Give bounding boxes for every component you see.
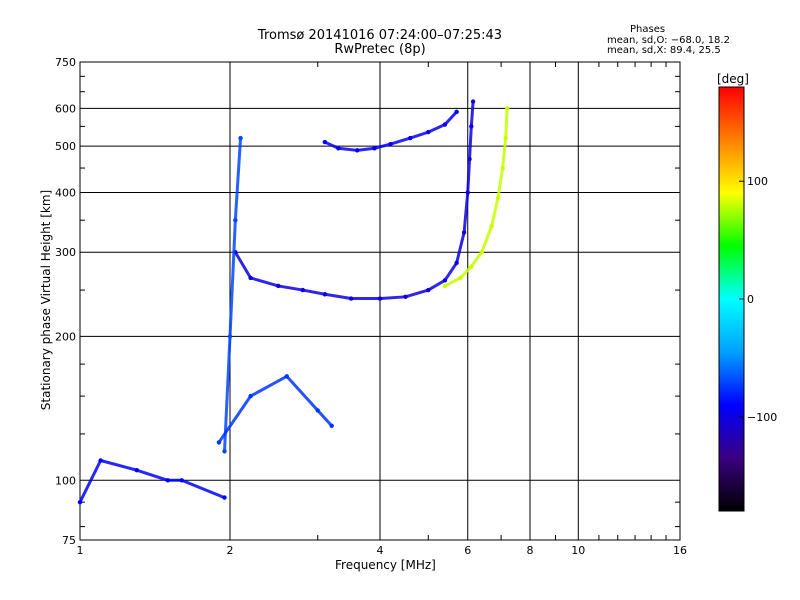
trace-point	[442, 283, 448, 289]
trace-point	[315, 408, 320, 413]
y-tick-label: 400	[55, 186, 76, 199]
trace-point	[222, 449, 227, 454]
trace-line	[78, 458, 227, 504]
trace-point	[134, 467, 139, 473]
chart-title: Tromsø 20141016 07:24:00–07:25:43	[257, 28, 503, 43]
trace-point	[504, 106, 510, 111]
trace-point	[442, 122, 448, 127]
trace-point	[222, 495, 227, 500]
trace-point	[469, 264, 474, 269]
trace-line	[233, 100, 475, 301]
trace-point	[470, 99, 476, 104]
y-tick-label: 500	[55, 140, 76, 153]
trace-point	[495, 195, 501, 200]
y-tick-label: 300	[55, 246, 76, 259]
y-axis-label: Stationary phase Virtual Height [km]	[39, 189, 53, 411]
y-tick-label: 100	[55, 474, 76, 487]
stats-x-mode: mean, sd,X: 89.4, 25.5	[607, 45, 721, 56]
trace-point	[322, 292, 328, 297]
trace-point	[408, 135, 413, 141]
trace-point	[469, 124, 474, 129]
trace-point	[179, 478, 184, 483]
x-tick-label: 8	[527, 544, 534, 557]
trace-point	[227, 334, 233, 339]
colorbar-tick-label: −100	[747, 411, 777, 424]
trace-point	[500, 165, 505, 171]
trace-point	[372, 146, 377, 151]
trace-point	[233, 218, 238, 223]
trace-point	[442, 278, 448, 283]
colorbar-tick-label: 0	[747, 293, 754, 306]
trace-point	[377, 296, 383, 301]
trace-point	[354, 148, 360, 153]
y-tick-label: 75	[62, 534, 76, 547]
trace-point	[248, 275, 253, 281]
trace-point	[461, 230, 467, 235]
trace-point	[300, 287, 306, 293]
trace-point	[248, 393, 253, 399]
trace-point	[329, 423, 334, 429]
y-tick-label: 750	[55, 56, 76, 69]
x-tick-label: 6	[464, 544, 471, 557]
trace-point	[489, 224, 494, 229]
x-axis-label: Frequency [MHz]	[335, 558, 436, 572]
trace-point	[322, 139, 328, 145]
stats-label: Phases	[630, 24, 666, 35]
x-tick-label: 16	[673, 544, 687, 557]
trace-line	[223, 136, 243, 453]
y-tick-label: 200	[55, 330, 76, 343]
trace-point	[503, 135, 508, 141]
trace-point	[276, 283, 281, 289]
trace-point	[426, 129, 431, 135]
trace-point	[165, 478, 170, 483]
y-tick-label: 600	[55, 102, 76, 115]
stats-o-mode: mean, sd,O: −68.0, 18.2	[607, 35, 730, 46]
trace-point	[454, 260, 459, 266]
trace-point	[426, 287, 431, 293]
trace-point	[403, 294, 408, 300]
colorbar-unit: [deg]	[717, 72, 749, 86]
trace-point	[238, 135, 243, 141]
trace-point	[388, 141, 393, 147]
x-tick-label: 10	[571, 544, 585, 557]
trace-point	[454, 109, 459, 115]
trace-point	[479, 250, 484, 255]
x-tick-label: 2	[227, 544, 234, 557]
trace-point	[467, 156, 472, 162]
chart-subtitle: RwPretec (8p)	[334, 42, 426, 57]
trace-point	[284, 374, 289, 379]
trace-point	[98, 458, 103, 463]
colorbar-tick-label: 100	[747, 175, 768, 188]
trace-point	[458, 275, 463, 281]
trace-point	[216, 440, 222, 445]
trace-point	[348, 296, 354, 301]
trace-point	[336, 146, 341, 151]
x-tick-label: 1	[77, 544, 84, 557]
trace-point	[77, 499, 83, 505]
x-tick-label: 4	[377, 544, 384, 557]
trace-point	[465, 190, 470, 195]
